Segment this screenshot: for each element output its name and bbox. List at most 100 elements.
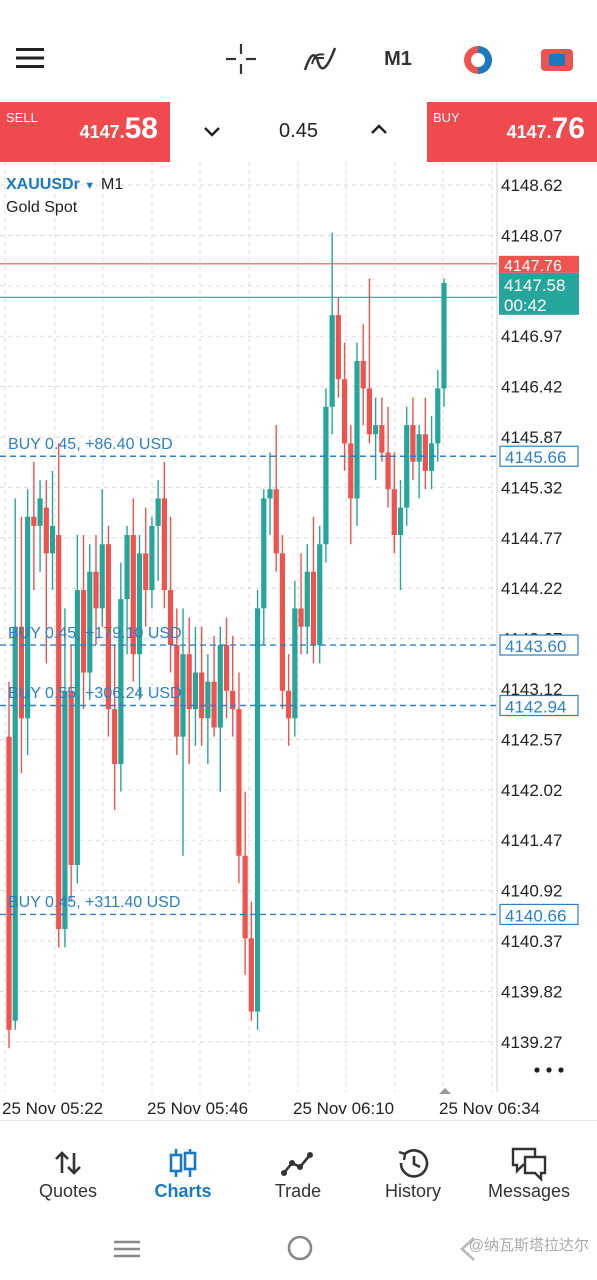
price-chart[interactable]: 4148.624148.074147.524146.974146.424145.… (0, 162, 597, 1120)
more-dot (558, 1067, 564, 1073)
sell-button[interactable]: SELL 4147.58 (0, 102, 170, 162)
indicator-f-icon[interactable] (298, 38, 342, 80)
candle-body (136, 553, 143, 655)
x-tick-label: 25 Nov 05:46 (147, 1099, 248, 1118)
candle-body (112, 709, 118, 765)
y-tick-label: 4145.32 (501, 478, 562, 497)
nav-trade[interactable]: Trade (243, 1121, 353, 1221)
ask-price-tag (499, 255, 579, 273)
candle-body (180, 654, 186, 737)
candle-body (373, 425, 379, 435)
candle-body (292, 608, 298, 719)
nav-charts[interactable]: Charts (128, 1121, 238, 1221)
y-tick-label: 4148.07 (501, 226, 562, 245)
symbol-name[interactable]: XAUUSDr ▼ (6, 176, 96, 193)
candle-body (273, 489, 279, 554)
crosshair-icon[interactable] (220, 38, 262, 80)
back-icon[interactable] (456, 1234, 480, 1264)
candle-body (80, 590, 87, 673)
candle-body (56, 535, 62, 930)
order-price-tag (499, 634, 579, 656)
nav-quotes[interactable]: Quotes (13, 1121, 123, 1221)
y-tick-label: 4144.22 (501, 579, 562, 598)
order-label[interactable]: BUY 0.55, +306.24 USD (8, 685, 182, 703)
y-tick-label: 4146.42 (501, 378, 562, 397)
nav-history[interactable]: History (358, 1121, 468, 1221)
candle-body (37, 498, 43, 526)
candle-body (192, 672, 199, 710)
candle-body (62, 690, 68, 930)
order-price-tag (499, 694, 579, 717)
sell-label: SELL (6, 110, 38, 125)
order-label[interactable]: BUY 0.45, +86.40 USD (8, 436, 173, 454)
candle-body (248, 938, 254, 1012)
candle-body (93, 571, 99, 609)
candle-body (186, 654, 192, 710)
candle-body (354, 360, 360, 499)
candle-body (18, 626, 25, 719)
recent-apps-icon[interactable] (112, 1234, 142, 1264)
ask-price-label: 4147.76 (504, 258, 562, 275)
candle-body (410, 425, 416, 462)
chart-type-icon[interactable] (458, 40, 498, 80)
candle-body (217, 645, 223, 728)
y-tick-label: 4139.82 (501, 982, 562, 1001)
order-label[interactable]: BUY 0.45, +179.10 USD (8, 625, 182, 642)
volume-value[interactable]: 0.45 (279, 120, 318, 142)
charts-candles-icon (163, 1143, 203, 1183)
bottom-navigation: Quotes Charts Trade History Messages (0, 1120, 597, 1221)
buy-button[interactable]: BUY 4147.76 (427, 102, 597, 162)
order-price-label: 4140.66 (505, 906, 566, 925)
y-tick-label: 4148.62 (501, 176, 562, 195)
dropdown-triangle-icon[interactable]: ▼ (84, 180, 96, 192)
y-tick-label: 4142.57 (501, 730, 562, 749)
candle-body (267, 489, 273, 499)
more-dot (534, 1067, 540, 1073)
candle-body (31, 516, 37, 526)
timeframe-button[interactable]: M1 (384, 47, 412, 70)
chart-timeframe: M1 (101, 176, 124, 193)
candle-body (99, 544, 105, 609)
candle-body (428, 443, 435, 471)
hamburger-menu-icon[interactable] (10, 38, 50, 78)
y-tick-label: 4142.02 (501, 781, 562, 800)
candle-body (329, 315, 335, 407)
candle-body (379, 425, 385, 453)
buy-label: BUY (433, 110, 460, 125)
order-label[interactable]: BUY 0.45, +311.40 USD (8, 894, 181, 912)
home-circle-icon[interactable] (284, 1232, 316, 1264)
candle-body (310, 571, 317, 646)
y-tick-label: 4140.92 (501, 882, 562, 901)
candle-body (323, 406, 329, 545)
y-tick-label: 4140.37 (501, 932, 562, 951)
x-tick-label: 25 Nov 06:10 (293, 1099, 394, 1118)
nav-messages[interactable]: Messages (474, 1121, 584, 1221)
candle-body (205, 681, 211, 719)
candle-body (130, 535, 136, 655)
candle-body (261, 498, 267, 609)
candle-body (404, 425, 410, 508)
watermark: @纳瓦斯塔拉达尔 (468, 1237, 589, 1254)
buy-price: 4147.76 (506, 112, 585, 145)
candle-body (174, 645, 180, 737)
x-tick-label: 25 Nov 06:34 (439, 1099, 540, 1118)
candle-body (335, 315, 341, 380)
candle-body (385, 452, 391, 490)
scroll-end-arrow (439, 1088, 451, 1094)
system-navigation-bar (0, 1220, 597, 1280)
bid-price-label: 4147.58 (504, 276, 565, 295)
candle-body (254, 608, 261, 1012)
candle-body (167, 590, 174, 646)
candle-body (360, 360, 366, 389)
y-tick-label: 4143.12 (501, 680, 562, 699)
candle-body (43, 507, 49, 554)
nav-label-quotes: Quotes (38, 1181, 98, 1201)
volume-control: 0.45 (170, 102, 427, 162)
candle-body (286, 690, 292, 719)
volume-decrease-button[interactable] (200, 120, 230, 144)
more-dot (546, 1067, 552, 1073)
one-click-trade-icon[interactable] (536, 40, 578, 80)
volume-increase-button[interactable] (367, 118, 397, 142)
order-price-tag (499, 445, 579, 467)
quotes-arrows-icon (48, 1143, 88, 1183)
